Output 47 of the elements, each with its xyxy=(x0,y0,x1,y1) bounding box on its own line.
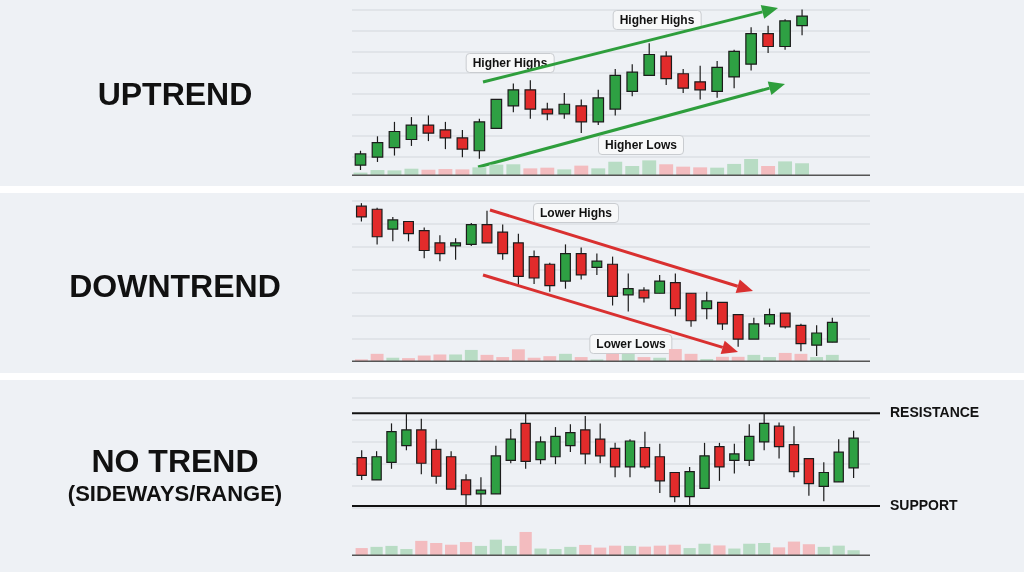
annotation: Higher Lows xyxy=(597,135,685,155)
bar xyxy=(430,543,443,556)
bar xyxy=(387,170,402,176)
bar xyxy=(772,547,786,556)
annotation: Lower Lows xyxy=(589,334,673,354)
bar xyxy=(802,544,815,556)
bar xyxy=(449,354,463,362)
bar xyxy=(659,164,674,176)
bar xyxy=(489,539,502,556)
text: DOWNTREND xyxy=(68,267,282,305)
bar xyxy=(415,540,428,556)
bar xyxy=(761,165,776,176)
bar xyxy=(795,163,810,176)
bar xyxy=(506,164,521,176)
bar xyxy=(557,169,572,176)
bar xyxy=(713,545,726,556)
bar xyxy=(433,354,447,362)
bar xyxy=(519,531,532,556)
bar xyxy=(591,168,606,176)
bar xyxy=(727,163,742,176)
bar xyxy=(472,167,487,176)
ref-line-label: SUPPORT xyxy=(890,496,959,513)
bar xyxy=(511,349,525,362)
bar xyxy=(778,161,793,176)
annotation: Higher Highs xyxy=(612,10,702,30)
bar xyxy=(847,550,860,556)
text: UPTREND xyxy=(96,75,254,113)
annotation: Lower Highs xyxy=(532,203,620,223)
bar xyxy=(744,159,759,176)
text: NO TREND xyxy=(90,442,260,480)
bar xyxy=(400,549,413,556)
bar xyxy=(455,169,470,176)
bar xyxy=(608,161,623,176)
bar xyxy=(758,543,771,556)
text: (SIDEWAYS/RANGE) xyxy=(66,480,284,507)
bar xyxy=(625,165,640,176)
bar xyxy=(642,160,657,176)
bar xyxy=(549,549,562,556)
bar xyxy=(668,349,682,362)
bar xyxy=(385,545,398,556)
ref-line-label: RESISTANCE xyxy=(890,404,980,421)
bar xyxy=(698,543,711,556)
bar xyxy=(523,168,538,176)
bar xyxy=(370,546,383,556)
bar xyxy=(464,349,478,362)
bar xyxy=(693,167,708,176)
bar xyxy=(459,542,473,556)
